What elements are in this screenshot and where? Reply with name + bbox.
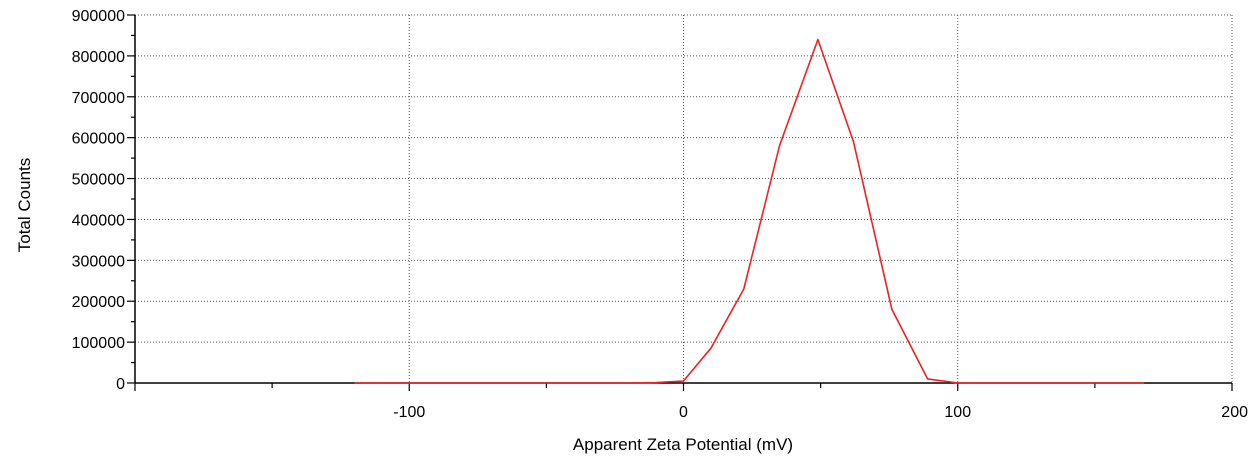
y-tick-label: 700000 [72, 90, 125, 107]
x-tick-label: 200 [1221, 404, 1248, 421]
y-tick-label: 200000 [72, 294, 125, 311]
series-line [354, 38, 1145, 384]
y-tick-label: 300000 [72, 253, 125, 270]
grid-lines [135, 14, 1233, 383]
y-tick-label: 0 [116, 376, 125, 393]
y-tick-label: 800000 [72, 49, 125, 66]
ticks: 0 100000 200000 300000 400000 500000 600000 700… [72, 8, 1248, 421]
x-axis-title: Apparent Zeta Potential (mV) [573, 435, 793, 454]
x-tick-label: 0 [679, 404, 688, 421]
y-tick-label: 100000 [72, 335, 125, 352]
y-tick-label: 600000 [72, 131, 125, 148]
y-tick-label: 900000 [72, 8, 125, 25]
series-group [354, 38, 1145, 384]
y-axis-title: Total Counts [15, 158, 34, 253]
y-tick-label: 400000 [72, 212, 125, 229]
x-tick-label: 100 [944, 404, 971, 421]
y-tick-label: 500000 [72, 172, 125, 189]
x-tick-label: -100 [393, 404, 425, 421]
